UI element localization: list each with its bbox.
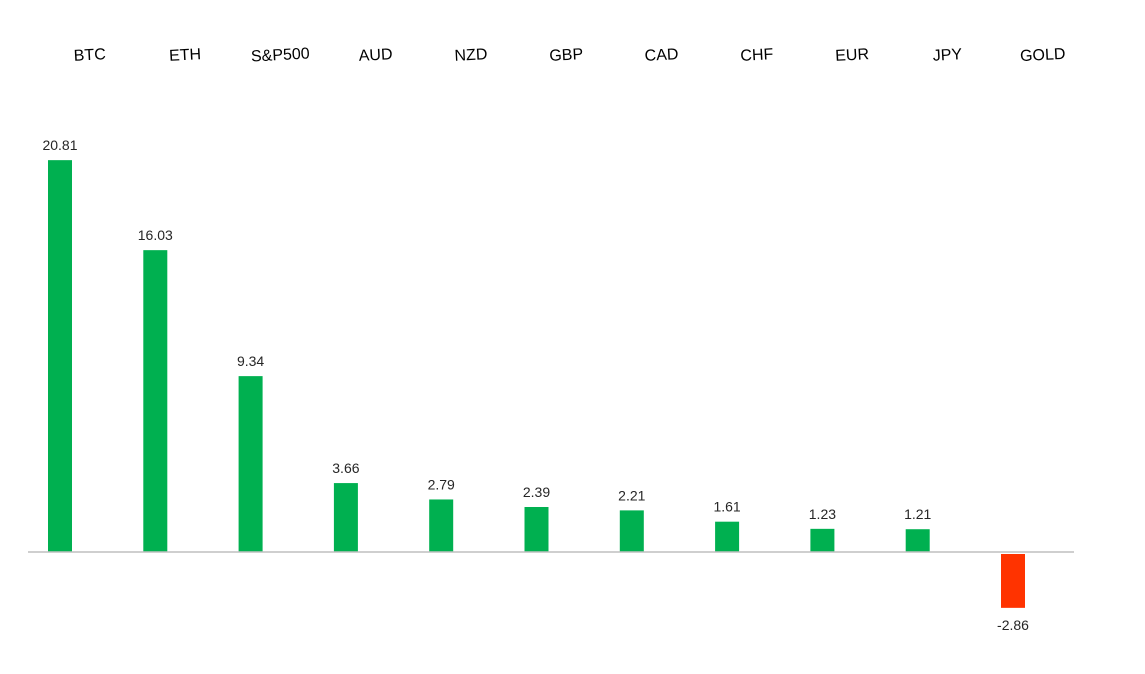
category-label: AUD xyxy=(358,46,393,65)
category-label: CAD xyxy=(644,46,679,65)
category-label: JPY xyxy=(932,46,963,65)
category-label: NZD xyxy=(454,46,488,65)
category-label: GOLD xyxy=(1020,46,1066,65)
bar xyxy=(333,483,358,552)
category-labels: BTC ETH S&P500 AUD NZD GBP CAD CHF EUR JPY GOLD xyxy=(73,45,1066,65)
data-label: 9.34 xyxy=(237,353,264,369)
data-label: 1.23 xyxy=(809,506,836,522)
bars xyxy=(48,160,1025,608)
data-label: 20.81 xyxy=(42,137,77,153)
bar xyxy=(1001,554,1025,608)
bar xyxy=(238,376,263,552)
bar xyxy=(143,250,168,553)
data-label: 1.61 xyxy=(713,499,740,515)
data-label: 2.79 xyxy=(428,476,455,492)
bar xyxy=(905,529,930,552)
category-label: BTC xyxy=(73,46,106,65)
bar xyxy=(619,510,644,552)
data-label: 2.21 xyxy=(618,487,645,503)
category-label: CHF xyxy=(740,46,774,65)
data-label: 2.39 xyxy=(523,484,550,500)
value-labels: 20.81 16.03 9.34 3.66 2.79 2.39 2.21 1.61 1.23 1.… xyxy=(42,137,1029,633)
bar xyxy=(48,160,72,552)
category-label: ETH xyxy=(169,46,202,65)
data-label: -2.86 xyxy=(997,617,1029,633)
data-label: 1.21 xyxy=(904,506,931,522)
category-label: GBP xyxy=(549,46,584,65)
bar xyxy=(429,499,454,552)
bar xyxy=(715,521,740,552)
category-label: EUR xyxy=(835,46,870,65)
data-label: 3.66 xyxy=(332,460,359,476)
category-label: S&P500 xyxy=(251,45,311,65)
bar xyxy=(524,506,549,552)
bar xyxy=(810,528,835,552)
data-label: 16.03 xyxy=(138,227,173,243)
